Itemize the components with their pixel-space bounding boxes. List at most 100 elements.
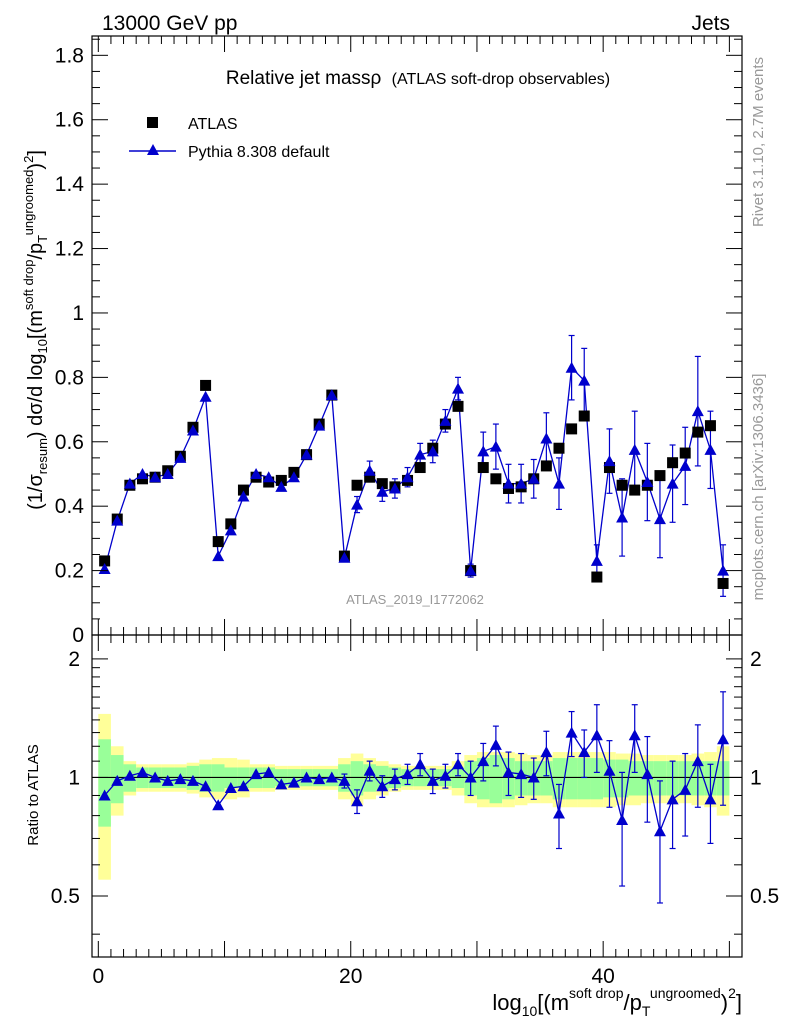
ratio-point <box>98 789 111 801</box>
pythia-point <box>363 464 376 476</box>
ratio-point <box>578 746 591 758</box>
pythia-point <box>552 477 565 489</box>
ratio-point <box>704 793 717 805</box>
chart-title-sub: (ATLAS soft-drop observables) <box>392 71 610 88</box>
pythia-point <box>401 471 414 483</box>
ratio-point <box>186 774 199 786</box>
atlas-point <box>237 484 249 496</box>
ratio-point <box>691 755 704 767</box>
y-tick-label: 0.8 <box>55 366 84 389</box>
atlas-point <box>578 410 590 422</box>
atlas-point <box>692 426 704 438</box>
y-tick-label: 1.6 <box>55 109 84 132</box>
atlas-point <box>376 478 388 490</box>
atlas-point <box>616 479 628 491</box>
ratio-y-tick-label-right: 0.5 <box>750 885 779 908</box>
atlas-point <box>566 423 578 435</box>
pythia-point <box>691 405 704 417</box>
ratio-point <box>452 758 465 770</box>
ratio-point <box>477 755 490 767</box>
legend-atlas-marker <box>147 117 158 128</box>
x-tick-label: 20 <box>339 965 362 988</box>
ratio-point <box>199 780 212 792</box>
ratio-y-tick-label: 2 <box>68 648 80 671</box>
ratio-band-inner <box>577 758 591 800</box>
rivet-label: Rivet 3.1.10, 2.7M events <box>750 57 767 227</box>
ratio-point <box>641 768 654 780</box>
y-axis-label: (1/σresum) dσ/d log10[(msoft drop/pTungr… <box>21 150 50 510</box>
ratio-point <box>540 746 553 758</box>
atlas-point <box>414 462 426 474</box>
ratio-point <box>338 774 351 786</box>
ratio-band-inner <box>628 761 642 796</box>
pythia-point <box>477 445 490 457</box>
pythia-point <box>565 361 578 373</box>
atlas-point <box>490 473 502 485</box>
pythia-point <box>212 550 225 562</box>
atlas-point <box>212 536 224 548</box>
ratio-point <box>489 738 502 750</box>
atlas-point <box>452 400 464 412</box>
ratio-band-inner <box>552 758 566 800</box>
atlas-point <box>477 462 489 474</box>
atlas-point <box>200 379 212 391</box>
ratio-point <box>401 768 414 780</box>
ratio-point <box>325 771 338 783</box>
pythia-point <box>262 471 275 483</box>
ratio-point <box>161 774 174 786</box>
ratio-point <box>212 799 225 811</box>
atlas-point <box>553 442 565 454</box>
ratio-point <box>262 766 275 778</box>
ratio-point <box>111 774 124 786</box>
mcplots-label: mcplots.cern.ch [arXiv:1306.3436] <box>750 374 767 601</box>
pythia-point <box>287 471 300 483</box>
atlas-point <box>351 479 363 491</box>
y-tick-label: 1.4 <box>55 173 85 196</box>
pythia-point <box>388 482 401 494</box>
pythia-point <box>199 390 212 402</box>
y-tick-label: 0.6 <box>55 431 84 454</box>
ratio-band-inner <box>350 761 364 796</box>
pythia-point <box>540 432 553 444</box>
legend-pythia-marker <box>147 144 159 155</box>
ratio-point <box>237 780 250 792</box>
pythia-point <box>603 455 616 467</box>
pythia-point <box>338 551 351 563</box>
y-tick-label: 1 <box>72 302 84 325</box>
ratio-frame <box>91 634 743 958</box>
atlas-point <box>704 420 716 432</box>
legend: ATLAS Pythia 8.308 default <box>129 116 330 161</box>
atlas-point <box>364 471 376 483</box>
pythia-point <box>653 513 666 525</box>
pythia-point <box>489 440 502 452</box>
ratio-point <box>275 778 288 790</box>
x-tick-label: 0 <box>92 965 104 988</box>
pythia-point <box>452 382 465 394</box>
pythia-point <box>250 467 263 479</box>
y-tick-label: 0.2 <box>55 560 84 583</box>
pythia-point <box>136 467 149 479</box>
ratio-point <box>250 768 263 780</box>
ratio-plot <box>92 691 742 904</box>
legend-atlas-label: ATLAS <box>188 116 238 133</box>
atlas-point <box>591 571 603 583</box>
pythia-point <box>616 511 629 523</box>
chart-title-main: Relative jet massρ <box>226 68 382 89</box>
pythia-point <box>98 562 111 574</box>
ratio-point <box>363 764 376 776</box>
ratio-point <box>590 729 603 741</box>
pythia-point <box>426 445 439 457</box>
pythia-point <box>161 467 174 479</box>
ratio-point <box>439 769 452 781</box>
pythia-point <box>666 477 679 489</box>
pythia-point <box>174 451 187 463</box>
ratio-y-tick-label-right: 2 <box>750 648 762 671</box>
atlas-point <box>667 457 679 469</box>
atlas-point <box>275 474 287 486</box>
pythia-point <box>149 471 162 483</box>
pythia-point <box>313 419 326 431</box>
ratio-point <box>502 766 515 778</box>
x-tick-label: 40 <box>591 965 614 988</box>
pythia-point <box>590 554 603 566</box>
